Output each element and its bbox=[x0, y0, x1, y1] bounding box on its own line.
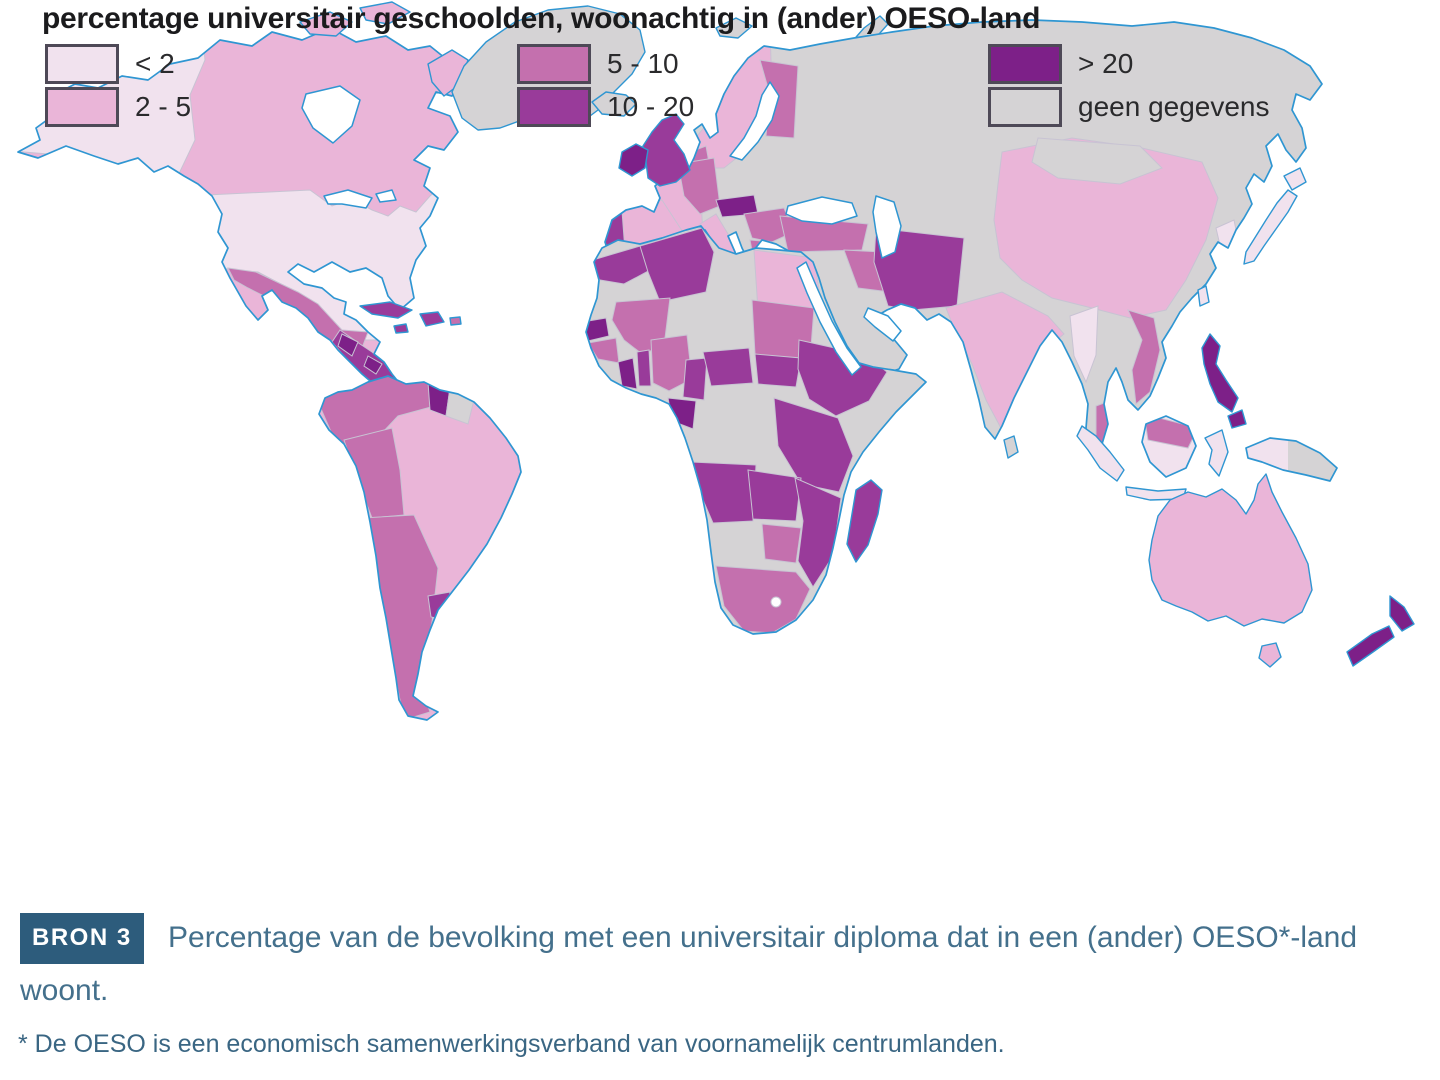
caption: BRON 3 Percentage van de bevolking met e… bbox=[20, 912, 1365, 1017]
baltic-sea bbox=[729, 81, 780, 161]
source-badge: BRON 3 bbox=[20, 913, 144, 964]
legend-column-1: < 2 2 - 5 bbox=[45, 44, 191, 130]
coast-africa bbox=[585, 225, 927, 635]
legend-label: geen gegevens bbox=[1078, 91, 1270, 122]
legend-item: 10 - 20 bbox=[517, 87, 694, 127]
region-japan bbox=[1243, 189, 1298, 265]
south-america bbox=[319, 376, 521, 720]
persian-gulf bbox=[863, 307, 902, 342]
coast-new-guinea bbox=[1245, 437, 1338, 482]
region-south-sudan bbox=[754, 353, 802, 388]
legend-item: geen gegevens bbox=[988, 87, 1270, 127]
legend-label: 2 - 5 bbox=[135, 91, 192, 122]
region-cameroon bbox=[682, 357, 708, 401]
region-puerto-rico bbox=[449, 316, 462, 326]
legend-label: > 20 bbox=[1078, 48, 1134, 79]
region-sri-lanka bbox=[1003, 435, 1019, 459]
region-zambia bbox=[747, 469, 802, 522]
region-vietnam bbox=[1127, 309, 1161, 405]
legend-column-2: 5 - 10 10 - 20 bbox=[517, 44, 694, 130]
region-cuba bbox=[359, 301, 413, 319]
region-new-zealand-north bbox=[1389, 595, 1415, 632]
world-map bbox=[17, 1, 1415, 721]
region-nigeria bbox=[650, 334, 693, 392]
region-hokkaido bbox=[1283, 167, 1307, 191]
coast-south-america bbox=[318, 375, 522, 721]
coast-borneo bbox=[1141, 415, 1197, 478]
hudson-bay bbox=[301, 85, 361, 144]
region-jamaica bbox=[393, 323, 409, 334]
region-malaysia-borneo bbox=[1143, 416, 1196, 449]
caption-text: Percentage van de bevolking met een univ… bbox=[20, 921, 1358, 1007]
legend-swatch-nodata bbox=[988, 87, 1062, 127]
red-sea bbox=[796, 261, 862, 376]
region-ellesmere-island bbox=[359, 1, 411, 25]
region-madagascar bbox=[846, 479, 883, 563]
region-uk bbox=[642, 113, 691, 187]
region-sulawesi bbox=[1204, 429, 1229, 477]
region-hispaniola bbox=[419, 311, 445, 327]
region-benin bbox=[636, 349, 652, 387]
region-china bbox=[993, 137, 1219, 319]
region-lesotho bbox=[770, 596, 782, 608]
legend-label: < 2 bbox=[135, 48, 175, 79]
region-new-guinea-east bbox=[1288, 438, 1337, 481]
region-ghana bbox=[617, 357, 638, 390]
legend-label: 10 - 20 bbox=[607, 91, 695, 122]
region-myanmar bbox=[1069, 305, 1099, 384]
region-philippines bbox=[1201, 333, 1239, 413]
legend-swatch-5-10 bbox=[517, 44, 591, 84]
region-victoria-island bbox=[299, 11, 353, 37]
region-philippines-south bbox=[1227, 409, 1247, 429]
region-guatemala bbox=[337, 333, 359, 357]
region-south-africa bbox=[715, 565, 811, 634]
black-sea bbox=[785, 196, 858, 225]
legend-column-3: > 20 geen gegevens bbox=[988, 44, 1270, 130]
legend-swatch-gt20 bbox=[988, 44, 1062, 84]
region-sumatra bbox=[1076, 425, 1125, 482]
region-gabon bbox=[667, 397, 697, 430]
region-australia bbox=[1148, 473, 1313, 627]
region-mongolia bbox=[1031, 137, 1163, 185]
caspian-sea bbox=[872, 195, 902, 259]
legend-item: 5 - 10 bbox=[517, 44, 694, 84]
region-peru bbox=[343, 427, 405, 519]
legend-title: percentage universitair geschoolden, woo… bbox=[42, 2, 1041, 35]
legend-swatch-10-20 bbox=[517, 87, 591, 127]
legend-item: > 20 bbox=[988, 44, 1270, 84]
legend-label: 5 - 10 bbox=[607, 48, 679, 79]
region-taiwan bbox=[1197, 285, 1210, 307]
legend-swatch-2-5 bbox=[45, 87, 119, 127]
lake-ontario bbox=[375, 189, 397, 203]
region-kenya-tanzania bbox=[773, 397, 854, 493]
region-central-african-rep bbox=[702, 347, 754, 387]
legend-swatch-lt2 bbox=[45, 44, 119, 84]
legend-item: 2 - 5 bbox=[45, 87, 191, 127]
region-nicaragua bbox=[363, 355, 383, 375]
region-svalbard bbox=[715, 17, 753, 39]
great-lakes bbox=[323, 189, 373, 209]
region-new-zealand-south bbox=[1346, 625, 1395, 667]
legend-item: < 2 bbox=[45, 44, 191, 84]
region-iceland bbox=[591, 91, 637, 117]
region-uruguay bbox=[427, 591, 451, 621]
region-zimbabwe bbox=[761, 523, 802, 564]
region-tasmania bbox=[1258, 642, 1282, 668]
footnote: * De OESO is een economisch samenwerking… bbox=[18, 1030, 1005, 1058]
region-ireland bbox=[618, 143, 649, 177]
